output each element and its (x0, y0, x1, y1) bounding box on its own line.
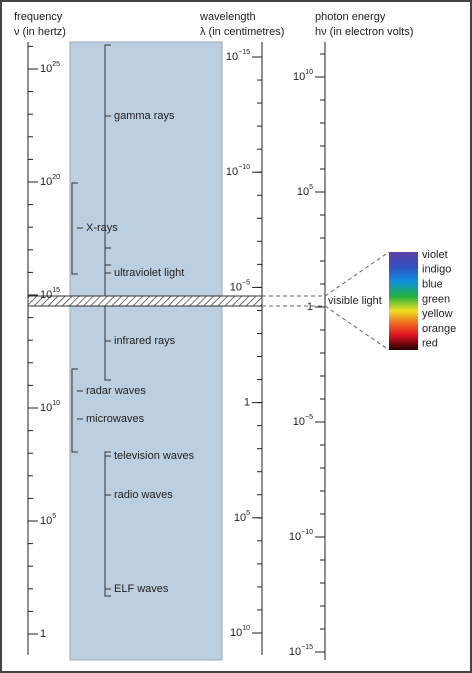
band-label: ELF waves (114, 583, 169, 595)
tick-label: 1020 (40, 174, 60, 188)
band-panel (69, 41, 223, 661)
tick-exponent: 5 (52, 513, 56, 520)
bracket (104, 44, 111, 266)
color-label: orange (422, 323, 456, 335)
tick-exponent: 25 (52, 61, 60, 68)
tick-label: 105 (297, 184, 313, 198)
tick-exponent: −10 (301, 529, 313, 536)
visible-label: visible light (328, 295, 382, 307)
bracket (104, 247, 111, 297)
band-label: microwaves (86, 413, 145, 425)
tick-base: 10 (293, 416, 305, 428)
tick-exponent: 10 (305, 69, 313, 76)
header-title: wavelength (199, 11, 256, 23)
tick-label: 1015 (40, 287, 60, 301)
tick-label: 105 (234, 510, 250, 524)
tick-base: 10 (226, 51, 238, 63)
tick-label: 105 (40, 513, 56, 527)
tick-exponent: −5 (242, 279, 250, 286)
tick-label: 10−10 (289, 529, 313, 543)
tick-label: 1 (40, 628, 46, 640)
tick-exponent: −15 (238, 49, 250, 56)
header-title: frequency (14, 11, 63, 23)
tick-exponent: 5 (246, 510, 250, 517)
tick-exponent: −15 (301, 644, 313, 651)
tick-base: 1 (307, 301, 313, 313)
tick-exponent: −10 (238, 164, 250, 171)
tick-exponent: 20 (52, 174, 60, 181)
tick-label: 1 (244, 397, 250, 409)
header-unit: hν (in electron volts) (315, 26, 413, 38)
bracket (71, 182, 78, 275)
header-title: photon energy (315, 11, 386, 23)
tick-label: 1010 (40, 400, 60, 414)
tick-label: 10−15 (289, 644, 313, 658)
bracket (104, 305, 111, 381)
tick-base: 10 (289, 646, 301, 658)
band-label: X-rays (86, 222, 118, 234)
color-label: blue (422, 279, 443, 291)
header-unit: λ (in centimetres) (200, 26, 284, 38)
bracket (104, 451, 111, 597)
tick-base: 10 (40, 176, 52, 188)
tick-label: 1 (307, 301, 313, 313)
tick-label: 1025 (40, 61, 60, 75)
color-label: violet (422, 249, 448, 261)
band-label: radio waves (114, 489, 173, 501)
tick-label: 10−5 (230, 279, 250, 293)
band-label: radar waves (86, 385, 146, 397)
tick-exponent: 5 (309, 184, 313, 191)
tick-label: 10−5 (293, 414, 313, 428)
color-label: yellow (422, 308, 453, 320)
tick-base: 10 (289, 531, 301, 543)
color-label: red (422, 338, 438, 350)
color-label: green (422, 293, 450, 305)
tick-base: 10 (40, 63, 52, 75)
tick-exponent: 10 (52, 400, 60, 407)
band-label: television waves (114, 450, 195, 462)
tick-base: 10 (230, 281, 242, 293)
tick-base: 10 (226, 166, 238, 178)
band-label: ultraviolet light (114, 267, 184, 279)
tick-exponent: 10 (242, 625, 250, 632)
visible-spectrum (389, 252, 418, 350)
tick-label: 10−10 (226, 164, 250, 178)
visible-band (27, 295, 263, 307)
color-label: indigo (422, 264, 451, 276)
tick-exponent: 15 (52, 287, 60, 294)
tick-label: 1010 (230, 625, 250, 639)
band-label: gamma rays (114, 110, 175, 122)
tick-base: 10 (293, 71, 305, 83)
header-unit: ν (in hertz) (14, 26, 66, 38)
band-label: infrared rays (114, 335, 176, 347)
tick-base: 10 (40, 289, 52, 301)
bracket (71, 368, 78, 453)
tick-label: 10−15 (226, 49, 250, 63)
tick-base: 10 (297, 186, 309, 198)
tick-exponent: −5 (305, 414, 313, 421)
tick-base: 10 (234, 512, 246, 524)
tick-label: 1010 (293, 69, 313, 83)
visible-lines (262, 251, 390, 351)
tick-base: 10 (230, 627, 242, 639)
tick-base: 10 (40, 402, 52, 414)
tick-base: 10 (40, 515, 52, 527)
tick-base: 1 (40, 628, 46, 640)
tick-base: 1 (244, 397, 250, 409)
